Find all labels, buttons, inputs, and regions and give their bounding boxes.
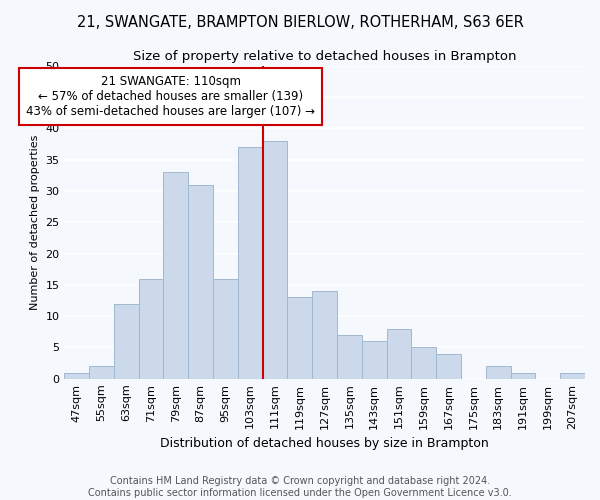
Bar (362, 341, 386, 379)
Text: 21, SWANGATE, BRAMPTON BIERLOW, ROTHERHAM, S63 6ER: 21, SWANGATE, BRAMPTON BIERLOW, ROTHERHA… (77, 15, 523, 30)
Bar (213, 278, 238, 379)
Bar (436, 354, 461, 379)
Text: 21 SWANGATE: 110sqm
← 57% of detached houses are smaller (139)
43% of semi-detac: 21 SWANGATE: 110sqm ← 57% of detached ho… (26, 75, 316, 118)
Bar (64, 372, 89, 379)
Bar (386, 328, 412, 379)
Bar (263, 140, 287, 379)
Bar (486, 366, 511, 379)
Bar (337, 335, 362, 379)
Bar (188, 184, 213, 379)
Bar (238, 147, 263, 379)
Title: Size of property relative to detached houses in Brampton: Size of property relative to detached ho… (133, 50, 517, 63)
Bar (511, 372, 535, 379)
Y-axis label: Number of detached properties: Number of detached properties (30, 134, 40, 310)
Text: Contains HM Land Registry data © Crown copyright and database right 2024.
Contai: Contains HM Land Registry data © Crown c… (88, 476, 512, 498)
Bar (163, 172, 188, 379)
Bar (114, 304, 139, 379)
Bar (560, 372, 585, 379)
Bar (312, 291, 337, 379)
Bar (287, 298, 312, 379)
X-axis label: Distribution of detached houses by size in Brampton: Distribution of detached houses by size … (160, 437, 489, 450)
Bar (412, 348, 436, 379)
Bar (89, 366, 114, 379)
Bar (139, 278, 163, 379)
